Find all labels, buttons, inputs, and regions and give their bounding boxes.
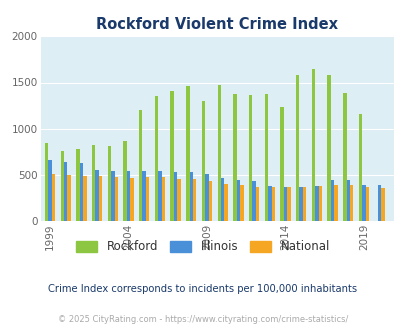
Bar: [107, 146, 111, 221]
Bar: [205, 174, 208, 221]
Title: Rockford Violent Crime Index: Rockford Violent Crime Index: [96, 17, 337, 32]
Legend: Rockford, Illinois, National: Rockford, Illinois, National: [71, 236, 334, 258]
Bar: [92, 145, 95, 221]
Bar: [346, 180, 349, 221]
Bar: [224, 184, 227, 221]
Bar: [154, 96, 158, 221]
Bar: [377, 184, 380, 221]
Bar: [286, 187, 290, 221]
Bar: [185, 86, 189, 221]
Bar: [311, 69, 314, 221]
Bar: [349, 185, 353, 221]
Bar: [295, 75, 299, 221]
Bar: [173, 172, 177, 221]
Bar: [95, 170, 98, 221]
Bar: [271, 187, 274, 221]
Bar: [142, 171, 145, 221]
Bar: [51, 175, 55, 221]
Bar: [114, 177, 118, 221]
Bar: [326, 75, 330, 221]
Bar: [145, 177, 149, 221]
Bar: [79, 163, 83, 221]
Bar: [161, 177, 165, 221]
Bar: [60, 151, 64, 221]
Bar: [220, 178, 224, 221]
Bar: [330, 180, 333, 221]
Bar: [201, 101, 205, 221]
Bar: [177, 179, 180, 221]
Bar: [342, 93, 346, 221]
Bar: [252, 181, 255, 221]
Bar: [139, 110, 142, 221]
Bar: [255, 187, 259, 221]
Bar: [318, 186, 321, 221]
Bar: [64, 162, 67, 221]
Bar: [361, 185, 365, 221]
Bar: [217, 85, 220, 221]
Bar: [98, 176, 102, 221]
Bar: [170, 91, 173, 221]
Bar: [189, 172, 192, 221]
Bar: [232, 94, 236, 221]
Bar: [380, 188, 384, 221]
Bar: [111, 171, 114, 221]
Bar: [264, 94, 267, 221]
Bar: [314, 186, 318, 221]
Bar: [239, 185, 243, 221]
Bar: [67, 175, 71, 221]
Bar: [48, 160, 51, 221]
Bar: [76, 149, 79, 221]
Bar: [236, 181, 239, 221]
Bar: [248, 95, 252, 221]
Bar: [279, 107, 283, 221]
Bar: [45, 144, 48, 221]
Bar: [267, 186, 271, 221]
Bar: [123, 141, 126, 221]
Bar: [130, 178, 133, 221]
Bar: [126, 171, 130, 221]
Bar: [358, 114, 361, 221]
Bar: [333, 184, 337, 221]
Bar: [299, 187, 302, 221]
Bar: [283, 187, 286, 221]
Bar: [302, 187, 306, 221]
Bar: [158, 171, 161, 221]
Text: © 2025 CityRating.com - https://www.cityrating.com/crime-statistics/: © 2025 CityRating.com - https://www.city…: [58, 315, 347, 324]
Bar: [192, 179, 196, 221]
Bar: [208, 181, 212, 221]
Bar: [83, 176, 86, 221]
Bar: [365, 187, 368, 221]
Text: Crime Index corresponds to incidents per 100,000 inhabitants: Crime Index corresponds to incidents per…: [48, 284, 357, 294]
